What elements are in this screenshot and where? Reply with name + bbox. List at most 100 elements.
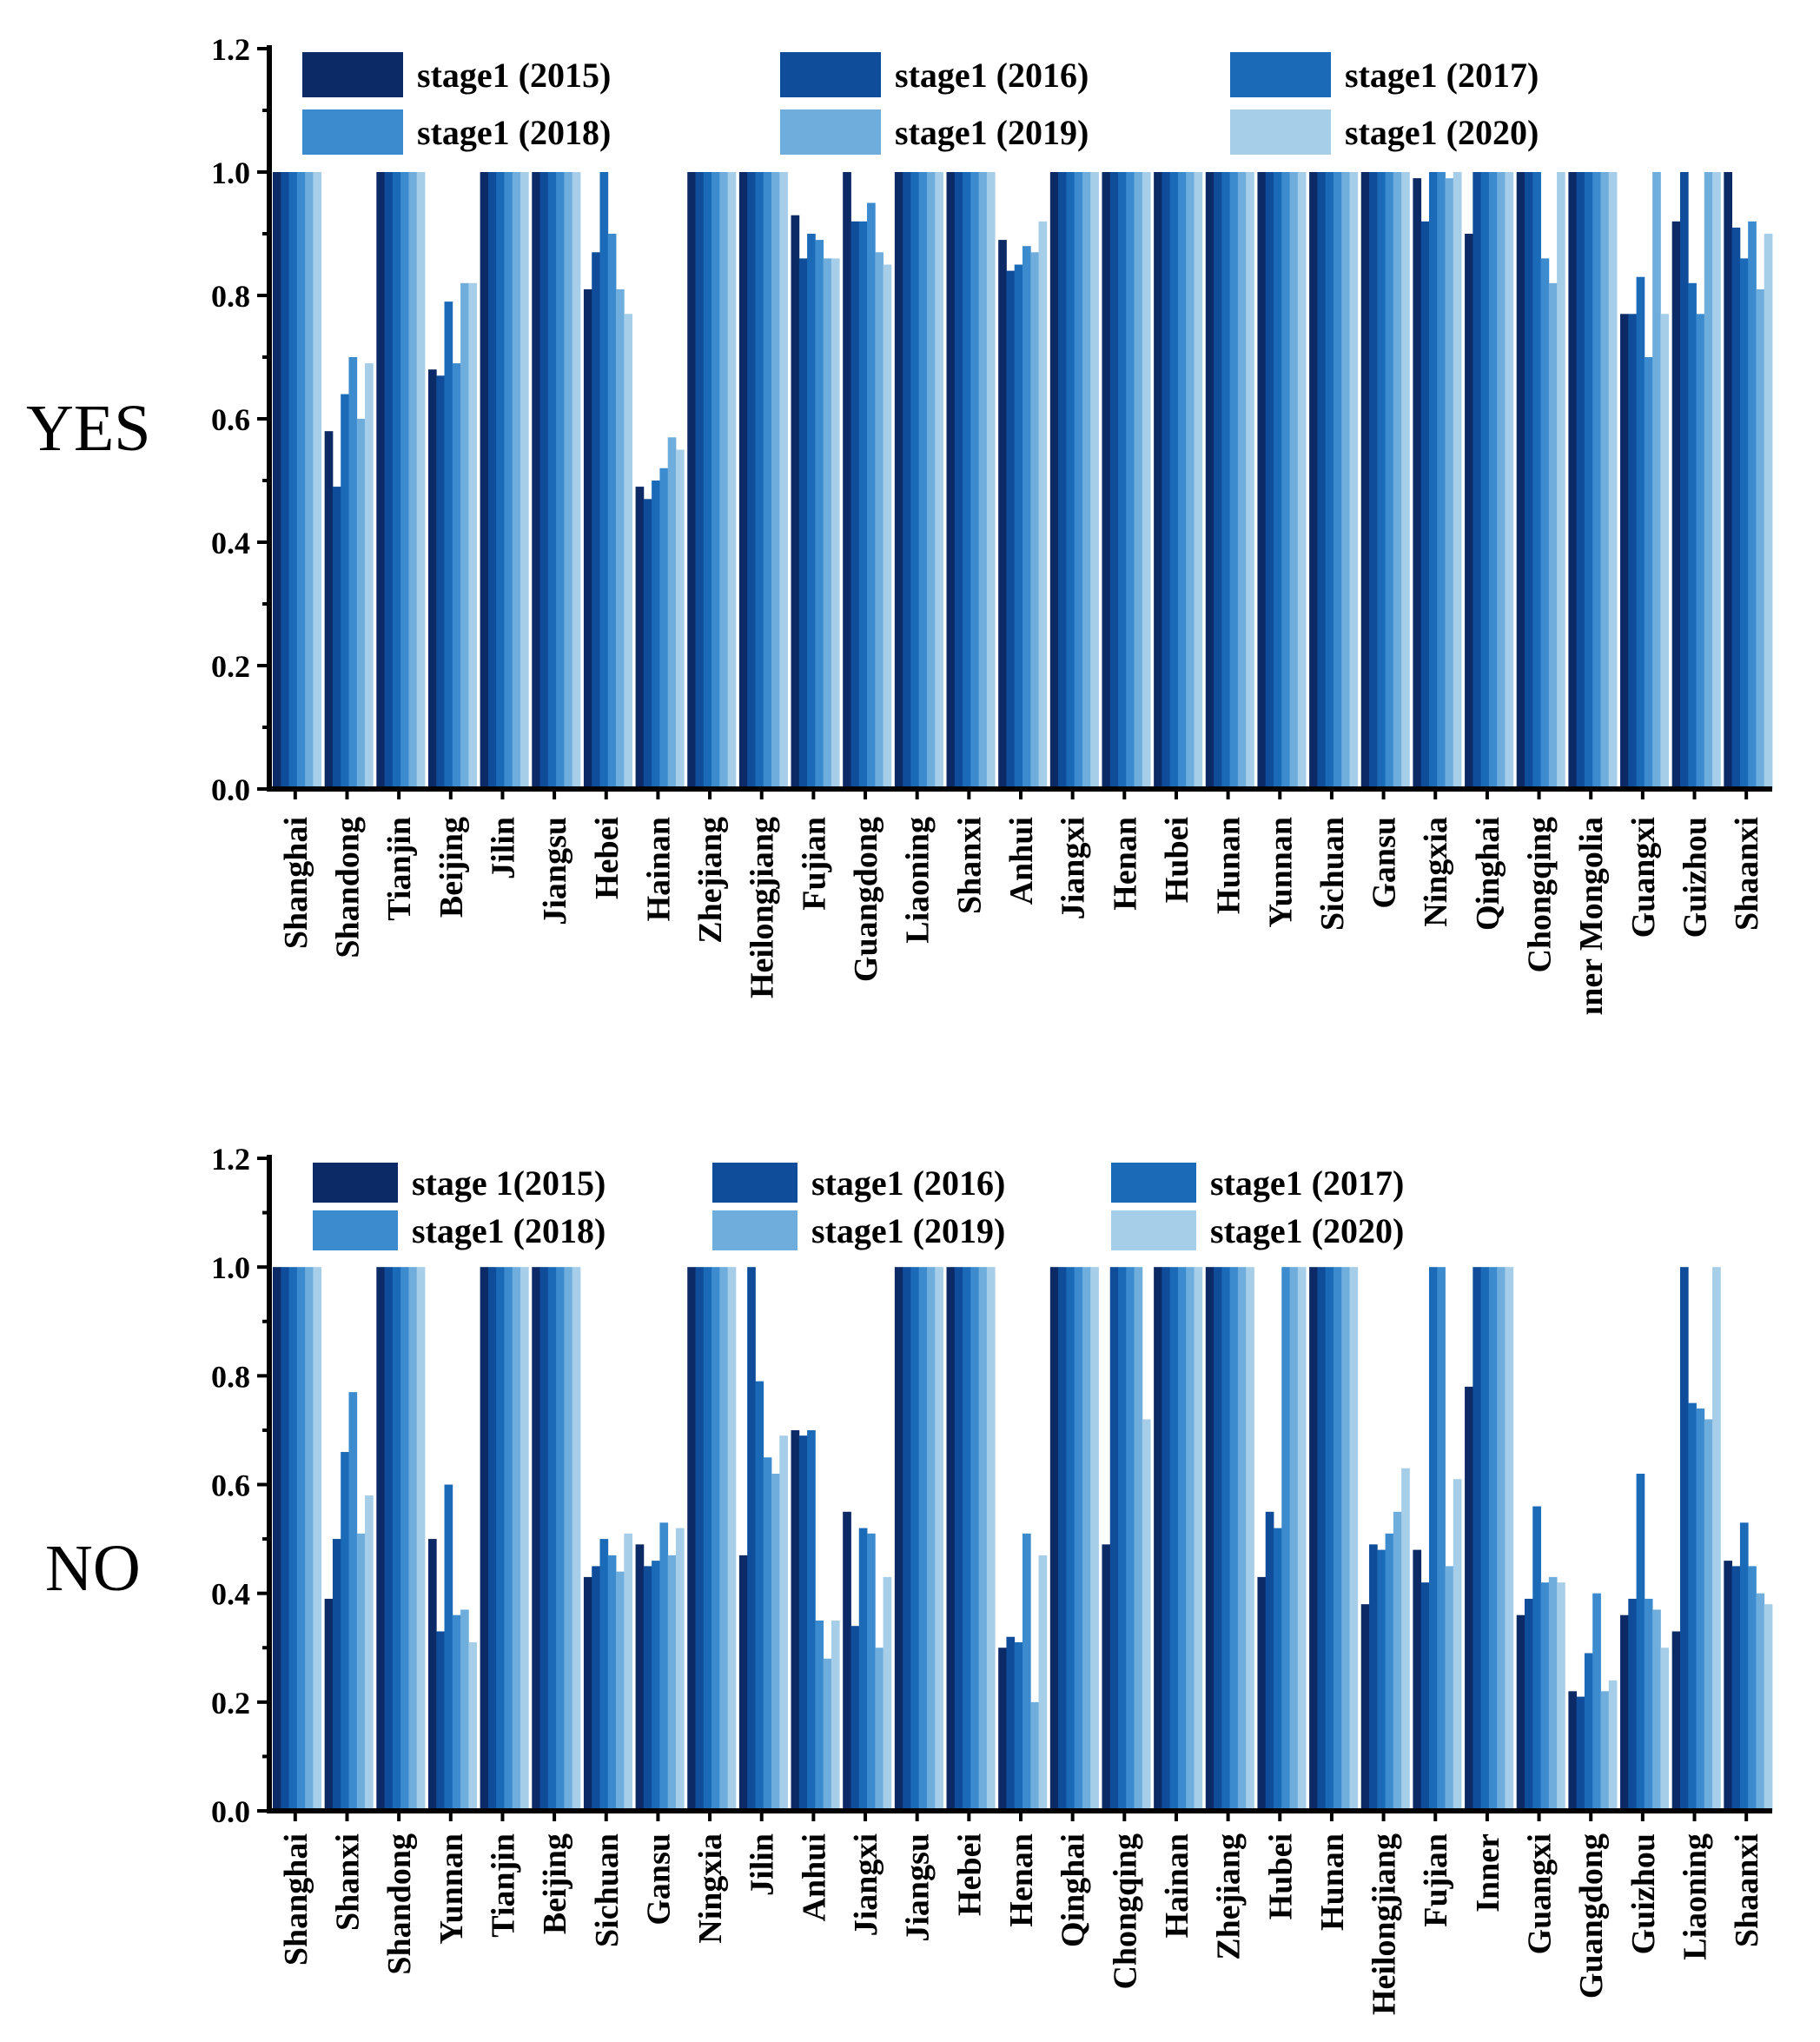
bar-jiangsu-5 <box>564 172 573 789</box>
bar-heilongjiang-3 <box>755 172 764 789</box>
bar-anhui-5 <box>823 1658 832 1811</box>
bar-zhejiang-3 <box>703 172 712 789</box>
bar-beijing-3 <box>444 302 453 790</box>
bar-anhui-4 <box>815 1620 824 1811</box>
bar-jiangsu-1 <box>532 172 540 789</box>
bar-hainan-2 <box>1161 1267 1171 1811</box>
y-tick-label: 0.2 <box>211 649 250 684</box>
bar-jiangxi-5 <box>875 1648 884 1811</box>
legend-swatch <box>313 1210 398 1250</box>
bar-henan-1 <box>998 1648 1007 1811</box>
y-tick-label: 0.8 <box>211 279 250 314</box>
bar-fujian-4 <box>1437 1267 1446 1811</box>
bar-ningxia-4 <box>1437 172 1446 789</box>
bar-fujian-6 <box>1453 1479 1462 1811</box>
bar-fujian-4 <box>815 240 824 790</box>
bar-hunan-4 <box>1333 1267 1342 1811</box>
bar-guangdong-4 <box>1592 1593 1601 1811</box>
legend-label: stage1 (2018) <box>412 1211 606 1250</box>
bar-jiangxi-3 <box>1066 172 1075 789</box>
bar-jilin-5 <box>771 1473 780 1811</box>
bar-hunan-3 <box>1221 172 1231 789</box>
x-tick-label: Shanxi <box>951 817 988 914</box>
bar-qinghai-1 <box>1465 234 1473 789</box>
x-tick-label: Qinghai <box>1470 817 1506 931</box>
bar-jilin-2 <box>487 172 497 789</box>
bar-shanghai-5 <box>305 172 314 789</box>
bar-guangdong-3 <box>1584 1653 1593 1811</box>
bar-heilongjiang-5 <box>1393 1511 1402 1811</box>
bar-zhejiang-2 <box>1214 1267 1222 1811</box>
bar-guangxi-3 <box>1636 276 1645 789</box>
bar-shaanxi-1 <box>1724 172 1733 789</box>
bar-liaoning-3 <box>1688 1402 1697 1812</box>
bar-shanghai-2 <box>281 172 289 789</box>
bar-fujian-6 <box>831 258 840 789</box>
y-tick-label: 0.6 <box>211 1469 250 1503</box>
bar-inner-1 <box>1465 1386 1473 1811</box>
bar-qinghai-4 <box>1074 1267 1083 1811</box>
legend-swatch <box>1111 1210 1196 1250</box>
x-tick-label: Shandong <box>330 817 367 958</box>
x-tick-label: Hubei <box>1262 1833 1299 1919</box>
x-tick-label: Henan <box>1003 1833 1040 1927</box>
bar-henan-5 <box>1134 172 1143 789</box>
bar-yunnan-4 <box>452 1614 461 1811</box>
bar-guizhou-6 <box>1660 1648 1670 1811</box>
bar-yunnan-3 <box>1274 172 1282 789</box>
bar-tianjin-6 <box>416 172 426 789</box>
bar-beijing-1 <box>532 1267 540 1811</box>
bar-jiangxi-4 <box>1074 172 1083 789</box>
bar-hubei-6 <box>1297 1267 1307 1811</box>
y-tick-label: 0.8 <box>211 1359 250 1394</box>
bar-hainan-4 <box>1177 1267 1187 1811</box>
bar-inner-2 <box>1473 1267 1482 1811</box>
x-tick-label: Sichuan <box>1314 817 1351 931</box>
bar-hebei-2 <box>592 252 600 789</box>
bar-jilin-4 <box>763 1457 772 1811</box>
bar-ningxia-1 <box>687 1267 696 1811</box>
legend-swatch <box>712 1210 797 1250</box>
bar-guangdong-4 <box>867 202 876 789</box>
legend-swatch <box>302 52 403 97</box>
bar-shanghai-6 <box>313 1267 322 1811</box>
bar-hubei-3 <box>1274 1528 1282 1811</box>
bar-hebei-2 <box>954 1267 963 1811</box>
legend-label: stage1 (2019) <box>811 1211 1005 1250</box>
bar-hainan-1 <box>635 487 645 789</box>
x-tick-label: Jilin <box>745 1833 781 1896</box>
bar-jiangxi-1 <box>843 1511 851 1811</box>
bar-chongqing-6 <box>1557 172 1565 789</box>
bar-hainan-6 <box>675 449 685 789</box>
bar-chongqing-3 <box>1118 1267 1127 1811</box>
bar-hainan-3 <box>652 481 660 789</box>
bar-chongqing-1 <box>1516 172 1525 789</box>
x-tick-label: Zhejiang <box>1211 1833 1248 1960</box>
y-tick-label: 1.0 <box>211 1250 250 1285</box>
bar-heilongjiang-3 <box>1377 1549 1386 1811</box>
bar-henan-4 <box>1126 172 1135 789</box>
bar-inner-mongolia-4 <box>1592 172 1601 789</box>
bar-liaoning-1 <box>894 172 903 789</box>
bar-shandong-2 <box>384 1267 394 1811</box>
bar-shanghai-4 <box>296 172 306 789</box>
bar-heilongjiang-5 <box>771 172 780 789</box>
bar-qinghai-3 <box>1066 1267 1075 1811</box>
bar-jilin-3 <box>496 172 505 789</box>
x-tick-label: Ningxia <box>692 1833 729 1944</box>
x-tick-label: Guizhou <box>1625 1833 1662 1954</box>
bar-chongqing-4 <box>1540 258 1550 789</box>
x-tick-label: Guangxi <box>1625 817 1662 938</box>
bar-yunnan-1 <box>427 1539 437 1811</box>
side-label-yes: YES <box>26 392 151 465</box>
bar-anhui-3 <box>1014 264 1023 789</box>
bar-shanxi-2 <box>954 172 963 789</box>
bar-chongqing-5 <box>1548 282 1558 789</box>
bar-zhejiang-1 <box>687 172 696 789</box>
bar-anhui-2 <box>1006 270 1016 790</box>
bar-yunnan-5 <box>1289 172 1299 789</box>
bar-shaanxi-3 <box>1739 258 1749 789</box>
bar-liaoning-1 <box>1671 1631 1681 1811</box>
x-tick-label: Guangdong <box>848 817 884 982</box>
bar-liaoning-5 <box>926 172 936 789</box>
